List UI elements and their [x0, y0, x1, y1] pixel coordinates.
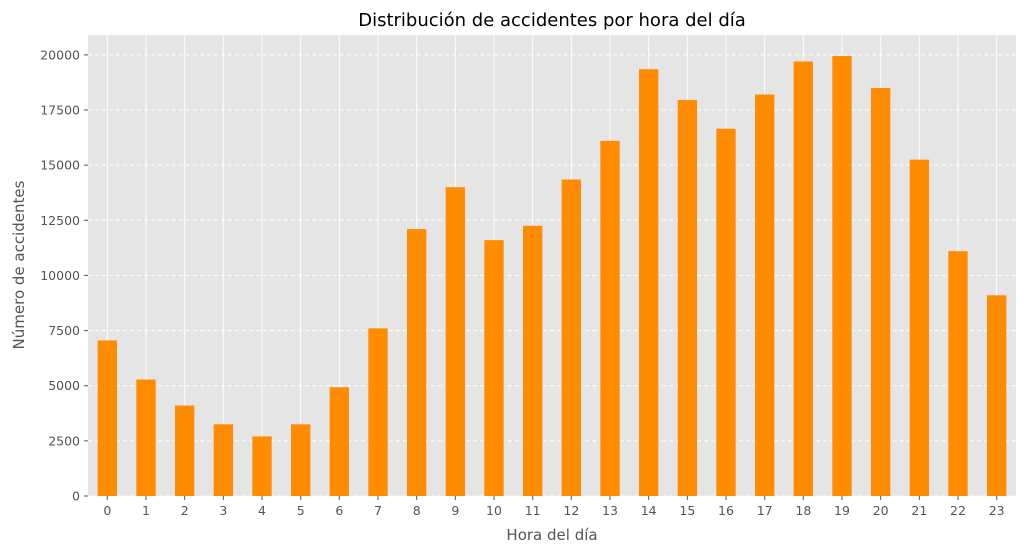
x-tick-label: 11: [525, 503, 541, 518]
x-tick-label: 13: [602, 503, 618, 518]
bar: [639, 69, 659, 496]
x-tick-label: 2: [181, 503, 189, 518]
x-tick-label: 3: [219, 503, 227, 518]
bar: [329, 387, 349, 496]
x-tick-label: 9: [451, 503, 459, 518]
x-tick-label: 8: [413, 503, 421, 518]
bar: [716, 128, 736, 496]
x-tick-label: 10: [486, 503, 502, 518]
y-tick-label: 5000: [48, 378, 80, 393]
y-tick-layer: 0 2500 5000 7500 10000 12500 15000 17500 20000: [40, 47, 88, 504]
x-tick-label: 21: [911, 503, 927, 518]
bar: [871, 87, 891, 496]
x-tick-label: 14: [641, 503, 657, 518]
x-tick-label: 22: [950, 503, 966, 518]
x-tick-label: 19: [834, 503, 850, 518]
y-tick-label: 0: [72, 489, 80, 504]
y-tick-label: 12500: [40, 213, 80, 228]
bar-layer: [97, 55, 1007, 497]
bar: [291, 424, 311, 496]
bar: [407, 229, 427, 496]
bar: [484, 240, 504, 496]
y-tick-label: 17500: [40, 102, 80, 117]
bar: [948, 251, 968, 496]
x-tick-label: 16: [718, 503, 734, 518]
y-tick-label: 15000: [40, 158, 80, 173]
bar: [755, 94, 775, 496]
bar: [677, 100, 697, 496]
bar: [561, 179, 581, 496]
bar: [97, 340, 117, 496]
y-tick-label: 20000: [40, 47, 80, 62]
bar: [252, 436, 272, 496]
x-tick-label: 12: [563, 503, 579, 518]
bar: [136, 379, 156, 496]
x-tick-label: 4: [258, 503, 266, 518]
x-tick-label: 1: [142, 503, 150, 518]
x-tick-label: 6: [335, 503, 343, 518]
y-tick-label: 7500: [48, 323, 80, 338]
bar: [175, 405, 195, 496]
bar: [909, 159, 929, 497]
bar: [832, 55, 852, 497]
x-tick-label: 15: [679, 503, 695, 518]
x-tick-label: 17: [757, 503, 773, 518]
x-tick-label: 23: [989, 503, 1005, 518]
bar: [523, 225, 543, 497]
x-tick-label: 0: [103, 503, 111, 518]
x-tick-label: 20: [873, 503, 889, 518]
x-tick-label: 18: [795, 503, 811, 518]
y-axis-label: Número de accidentes: [10, 180, 28, 349]
bar: [793, 61, 813, 496]
chart-title: Distribución de accidentes por hora del …: [358, 10, 746, 31]
x-tick-layer: 0 1 2 3 4 5 6 7 8 9 10 11 12 13 14 15 16 17 18 19 20 21 22 23: [103, 496, 1005, 518]
x-tick-label: 5: [297, 503, 305, 518]
x-tick-label: 7: [374, 503, 382, 518]
bar: [445, 187, 465, 496]
bar: [600, 140, 620, 496]
y-tick-label: 2500: [48, 433, 80, 448]
bar: [213, 424, 233, 496]
x-axis-label: Hora del día: [506, 526, 597, 544]
plot-background: [88, 35, 1016, 496]
y-tick-label: 10000: [40, 268, 80, 283]
bar: [987, 295, 1007, 496]
bar: [368, 328, 388, 496]
